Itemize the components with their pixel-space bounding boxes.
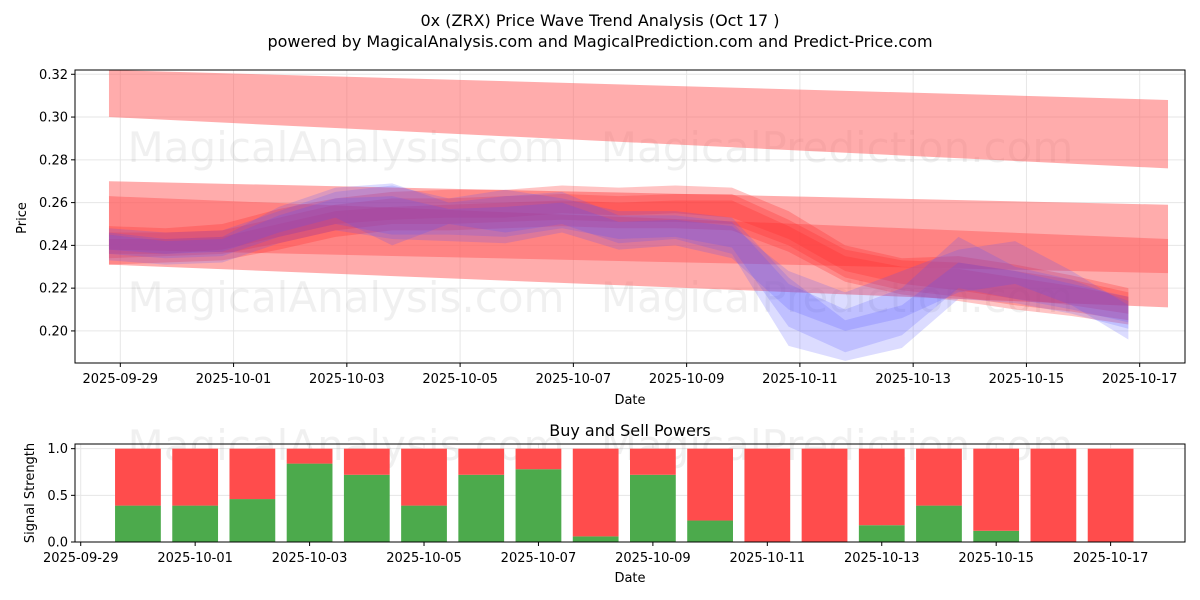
signal-x-tick-label-2: 2025-10-03 — [272, 551, 348, 566]
buy-bar-2025-10-05 — [401, 505, 447, 542]
blue-wave-0 — [108, 185, 1129, 353]
buy-bar-2025-10-09 — [630, 474, 676, 542]
signal-x-tick-label-7: 2025-10-13 — [844, 551, 920, 566]
signal-bars — [115, 448, 1134, 542]
buy-bar-2025-10-02 — [229, 499, 276, 542]
buy-bar-2025-10-15 — [973, 530, 1020, 542]
sell-bar-2025-10-15 — [973, 448, 1020, 531]
red-wave-2 — [108, 200, 1129, 325]
sell-bar-2025-09-30 — [115, 448, 161, 506]
red-wave-0 — [108, 194, 1129, 321]
signal-x-ticks: 2025-09-29 2025-10-01 2025-10-03 2025-10-05… — [43, 542, 1148, 566]
price-red-bands — [108, 70, 1169, 308]
signal-x-tick-label-8: 2025-10-15 — [958, 551, 1034, 566]
watermark-analysis-mid: MagicalAnalysis.com — [128, 273, 565, 322]
chart-subtitle: powered by MagicalAnalysis.com and Magic… — [267, 32, 932, 51]
signal-x-tick-label-3: 2025-10-05 — [386, 551, 462, 566]
price-plot: MagicalAnalysis.com MagicalPrediction.co… — [15, 68, 1186, 408]
red-band-2 — [108, 196, 1169, 274]
blue-wave-1 — [108, 183, 1129, 361]
signal-x-tick-label-6: 2025-10-11 — [730, 551, 806, 566]
sell-bar-2025-10-06 — [458, 448, 505, 475]
sell-bar-2025-10-07 — [515, 448, 562, 470]
sell-bar-2025-10-11 — [744, 448, 791, 542]
price-x-label: Date — [614, 393, 645, 408]
buy-bar-2025-10-10 — [687, 520, 733, 542]
buy-bar-2025-10-06 — [458, 474, 505, 542]
sell-bar-2025-10-08 — [572, 448, 619, 537]
red-wave-1 — [108, 185, 1129, 314]
sell-bar-2025-10-16 — [1030, 448, 1077, 542]
price-x-tick-label-5: 2025-10-09 — [649, 372, 725, 387]
buy-bar-2025-10-14 — [916, 505, 962, 542]
buy-bar-2025-10-03 — [286, 463, 333, 542]
sell-bar-2025-10-03 — [286, 448, 333, 464]
price-y-tick-label-4: 0.28 — [39, 153, 68, 168]
price-x-tick-label-0: 2025-09-29 — [83, 372, 159, 387]
signal-y-label: Signal Strength — [23, 443, 38, 543]
buy-bar-2025-10-01 — [172, 505, 219, 542]
price-y-tick-label-6: 0.32 — [39, 68, 68, 83]
signal-plot: Buy and Sell Powers MagicalAnalysis.com … — [23, 421, 1186, 586]
price-blue-waves — [108, 183, 1129, 361]
price-x-tick-label-1: 2025-10-01 — [196, 372, 272, 387]
price-x-tick-label-4: 2025-10-07 — [536, 372, 612, 387]
price-x-tick-label-9: 2025-10-17 — [1102, 372, 1178, 387]
price-x-tick-label-6: 2025-10-11 — [762, 372, 838, 387]
signal-y-tick-label-1: 0.5 — [47, 489, 68, 504]
blue-wave-2 — [108, 196, 1129, 340]
signal-x-label: Date — [614, 571, 645, 586]
signal-y-tick-label-2: 1.0 — [47, 442, 68, 457]
sell-bar-2025-10-01 — [172, 448, 219, 506]
price-y-tick-label-1: 0.22 — [39, 282, 68, 297]
signal-x-tick-label-4: 2025-10-07 — [501, 551, 577, 566]
signal-y-tick-label-0: 0.0 — [47, 536, 68, 551]
price-red-waves — [108, 185, 1129, 325]
buy-bar-2025-10-13 — [858, 525, 905, 542]
signal-x-tick-label-0: 2025-09-29 — [43, 551, 119, 566]
price-x-tick-label-8: 2025-10-15 — [989, 372, 1065, 387]
sell-bar-2025-10-04 — [343, 448, 390, 475]
signal-x-tick-label-1: 2025-10-01 — [157, 551, 233, 566]
buy-bar-2025-10-07 — [515, 469, 562, 542]
signal-x-tick-label-9: 2025-10-17 — [1073, 551, 1149, 566]
price-x-ticks: 2025-09-29 2025-10-01 2025-10-03 2025-10-05… — [83, 363, 1178, 387]
price-plot-frame — [74, 69, 1186, 364]
sell-bar-2025-10-09 — [630, 448, 676, 475]
signal-x-tick-label-5: 2025-10-09 — [615, 551, 691, 566]
price-y-label: Price — [15, 202, 30, 234]
price-y-tick-label-0: 0.20 — [39, 324, 68, 339]
signal-y-ticks: 0.0 0.5 1.0 — [47, 442, 75, 551]
red-band-0 — [108, 70, 1169, 169]
sell-bar-2025-10-02 — [229, 448, 276, 500]
buy-bar-2025-09-30 — [115, 505, 161, 542]
price-y-tick-label-2: 0.24 — [39, 239, 68, 254]
sell-bar-2025-10-12 — [801, 448, 848, 542]
sell-bar-2025-10-10 — [687, 448, 733, 521]
price-y-ticks: 0.20 0.22 0.24 0.26 0.28 0.30 0.32 — [39, 68, 75, 339]
sell-bar-2025-10-05 — [401, 448, 447, 506]
price-y-tick-label-5: 0.30 — [39, 111, 68, 126]
sell-bar-2025-10-13 — [858, 448, 905, 526]
price-x-tick-label-3: 2025-10-05 — [422, 372, 498, 387]
price-y-tick-label-3: 0.26 — [39, 196, 68, 211]
buy-bar-2025-10-04 — [343, 474, 390, 542]
signal-title: Buy and Sell Powers — [549, 421, 711, 440]
price-x-tick-label-2: 2025-10-03 — [309, 372, 385, 387]
buy-bar-2025-10-08 — [572, 536, 619, 542]
sell-bar-2025-10-17 — [1087, 448, 1134, 542]
sell-bar-2025-10-14 — [916, 448, 962, 506]
chart-title: 0x (ZRX) Price Wave Trend Analysis (Oct … — [420, 11, 779, 30]
price-x-tick-label-7: 2025-10-13 — [875, 372, 951, 387]
signal-plot-frame — [74, 443, 1186, 543]
